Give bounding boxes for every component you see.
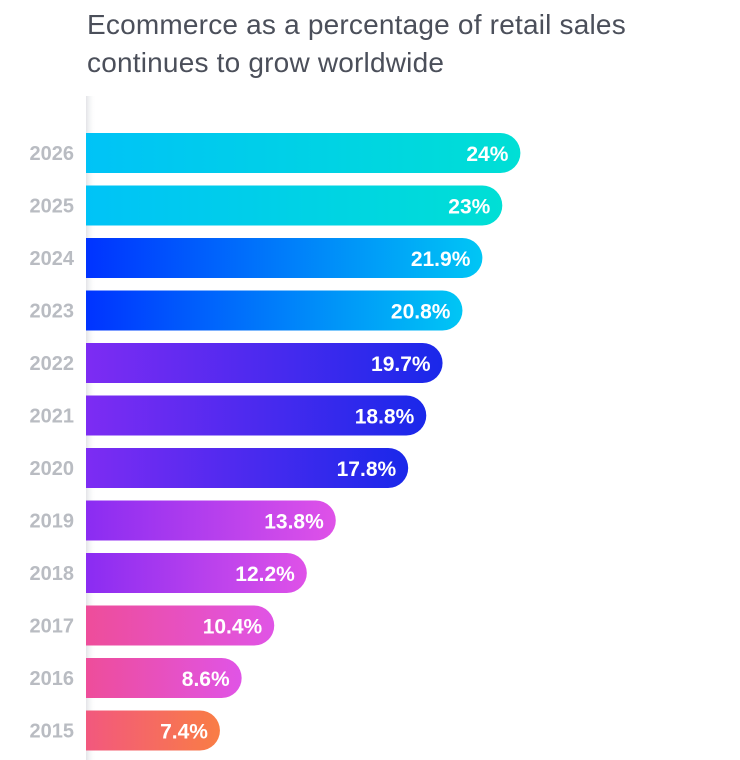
value-label-2017: 10.4% (203, 616, 263, 639)
value-label-2019: 13.8% (264, 511, 324, 534)
bar-2025 (86, 185, 503, 226)
y-tick-label-2017: 2017 (30, 616, 75, 638)
value-label-2024: 21.9% (411, 248, 471, 271)
bar-2020 (86, 448, 409, 488)
y-tick-label-2021: 2021 (30, 406, 75, 428)
chart-title-line-2: continues to grow worldwide (87, 47, 445, 78)
bar-2023 (86, 290, 463, 331)
chart-title: Ecommerce as a percentage of retail sale… (87, 6, 737, 82)
bar-2024 (86, 238, 483, 278)
value-label-2015: 7.4% (160, 721, 208, 744)
y-tick-label-2019: 2019 (30, 511, 75, 533)
y-tick-label-2016: 2016 (30, 668, 75, 690)
bar-2019 (86, 500, 336, 541)
bar-2018 (86, 553, 307, 593)
bar-2021 (86, 395, 427, 436)
chart-title-line-1: Ecommerce as a percentage of retail sale… (87, 9, 626, 40)
value-label-2020: 17.8% (337, 458, 397, 481)
y-tick-label-2022: 2022 (30, 353, 75, 375)
value-label-2021: 18.8% (355, 406, 415, 429)
y-tick-label-2025: 2025 (30, 196, 75, 218)
value-label-2023: 20.8% (391, 301, 451, 324)
value-label-2026: 24% (466, 143, 508, 166)
value-label-2025: 23% (448, 196, 490, 219)
value-label-2018: 12.2% (235, 563, 295, 586)
y-tick-label-2024: 2024 (30, 248, 75, 270)
y-tick-label-2026: 2026 (30, 143, 75, 165)
bar-2016 (86, 658, 242, 698)
y-tick-label-2015: 2015 (30, 721, 75, 743)
bar-2015 (86, 710, 220, 751)
y-tick-label-2018: 2018 (30, 563, 75, 585)
value-label-2022: 19.7% (371, 353, 431, 376)
bar-2022 (86, 343, 443, 383)
bar-2017 (86, 605, 275, 646)
bar-2026 (86, 133, 521, 173)
y-tick-label-2023: 2023 (30, 301, 75, 323)
y-tick-label-2020: 2020 (30, 458, 75, 480)
value-label-2016: 8.6% (182, 668, 230, 691)
